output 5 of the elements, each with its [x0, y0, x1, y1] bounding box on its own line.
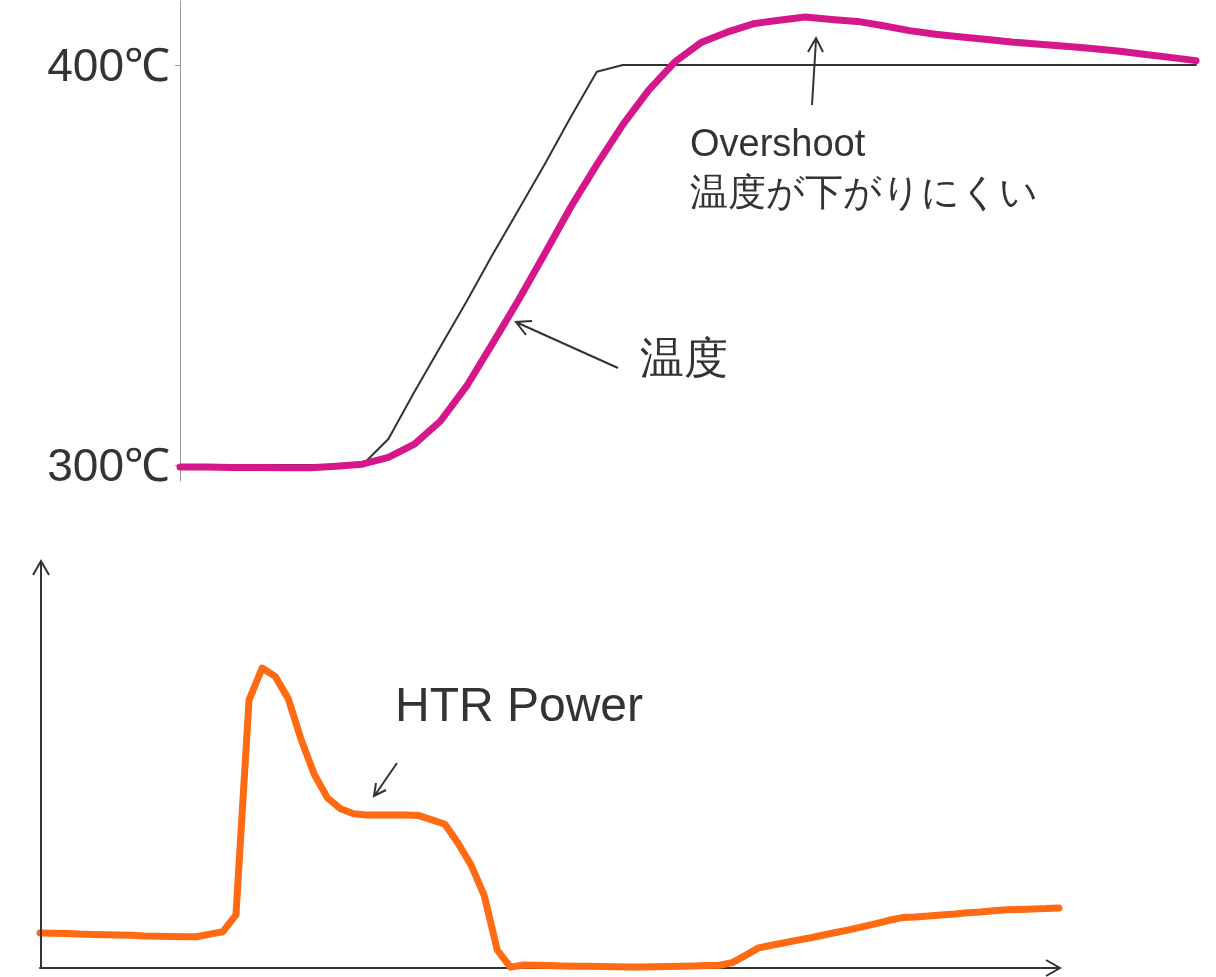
y-tick-label: 400℃	[47, 39, 170, 91]
text: 温度	[640, 332, 728, 382]
y-tick-label: 300℃	[47, 439, 170, 491]
annotation: Overshoot 温度が下がりにくい	[690, 121, 1038, 214]
series-label: HTR Power	[395, 677, 644, 731]
